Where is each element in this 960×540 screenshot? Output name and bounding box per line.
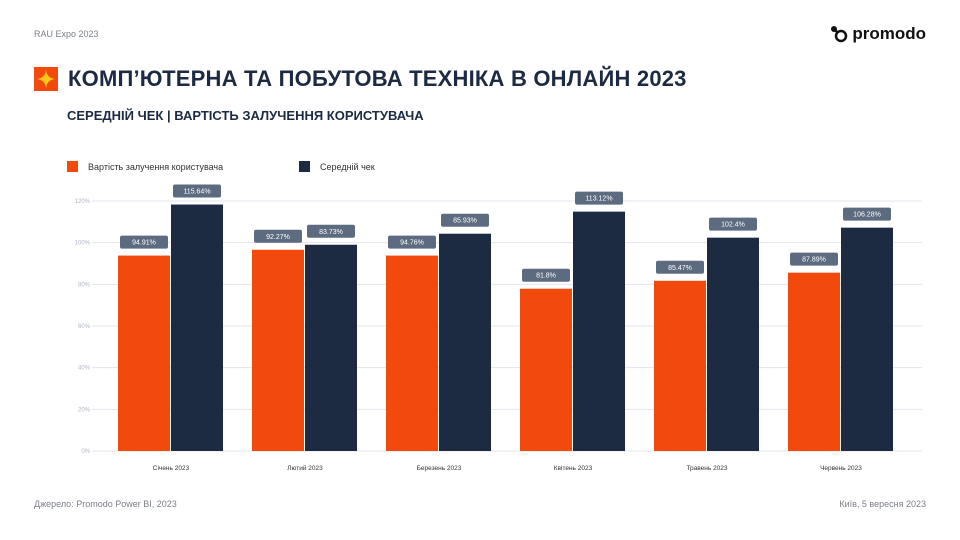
data-label: 113.12% [585, 196, 612, 203]
x-tick-label: Червень 2023 [820, 465, 862, 472]
data-label: 83.73% [319, 229, 343, 236]
y-tick-label: 100% [75, 241, 91, 247]
bar-cost [654, 280, 706, 451]
data-label: 87.89% [802, 257, 826, 264]
legend-label: Середній чек [320, 161, 375, 172]
y-tick-label: 20% [78, 407, 91, 413]
data-label: 106.28% [853, 212, 881, 219]
y-tick-label: 40% [78, 366, 91, 372]
data-label-box [790, 252, 838, 266]
data-label-box [307, 224, 355, 238]
y-tick-label: 120% [75, 199, 91, 205]
legend-swatch [299, 161, 310, 172]
legend-swatch [67, 161, 78, 172]
data-label-box [254, 229, 302, 243]
data-label-box [441, 213, 489, 227]
data-label: 85.93% [453, 218, 477, 225]
x-tick-label: Березень 2023 [417, 465, 462, 472]
page-title: КОМП’ЮТЕРНА ТА ПОБУТОВА ТЕХНІКА В ОНЛАЙН… [68, 66, 687, 91]
bar-avg-check [841, 227, 893, 451]
data-label-box [522, 268, 570, 282]
bar-avg-check [439, 233, 491, 451]
bar-cost [386, 255, 438, 451]
data-label-box [843, 207, 891, 221]
legend-item-cost: Вартість залучення користувача [67, 161, 223, 172]
x-tick-label: Травень 2023 [686, 465, 727, 472]
y-tick-label: 60% [78, 324, 91, 330]
data-label-box [120, 235, 168, 249]
legend-item-avg-check: Середній чек [299, 161, 375, 172]
date-note: Київ, 5 вересня 2023 [839, 499, 926, 509]
bar-avg-check [305, 244, 357, 451]
x-tick-label: Лютий 2023 [287, 464, 323, 472]
x-tick-label: Січень 2023 [153, 464, 190, 472]
data-label: 115.64% [183, 189, 210, 196]
data-label: 81.8% [536, 273, 556, 280]
bar-cost [118, 255, 170, 451]
bar-avg-check [707, 237, 759, 451]
y-tick-label: 80% [78, 282, 91, 288]
data-label-box [388, 235, 436, 249]
data-label-box [656, 260, 704, 274]
promodo-logo-icon [831, 26, 848, 43]
bar-cost [788, 272, 840, 451]
bar-avg-check [573, 211, 625, 451]
data-label: 85.47% [668, 265, 692, 272]
data-label-box [173, 184, 221, 198]
data-label: 94.91% [132, 240, 156, 247]
data-label: 102.4% [721, 222, 745, 229]
x-tick-label: Квітень 2023 [554, 464, 593, 472]
logo-text: promodo [852, 24, 926, 43]
event-label: RAU Expo 2023 [34, 29, 99, 39]
bar-cost [520, 288, 572, 451]
data-label: 94.76% [400, 240, 424, 247]
bar-avg-check [171, 204, 223, 451]
data-label: 92.27% [266, 234, 290, 241]
promodo-logo: promodo [830, 24, 926, 44]
chart-subtitle: СЕРЕДНІЙ ЧЕК | ВАРТІСТЬ ЗАЛУЧЕННЯ КОРИСТ… [67, 108, 424, 123]
data-label-box [575, 191, 623, 205]
bar-cost [252, 249, 304, 451]
sparkle-icon [34, 67, 58, 91]
data-label-box [709, 217, 757, 231]
source-note: Джерело: Promodo Power BI, 2023 [34, 499, 177, 509]
y-tick-label: 0% [81, 449, 90, 455]
legend-label: Вартість залучення користувача [88, 161, 224, 172]
